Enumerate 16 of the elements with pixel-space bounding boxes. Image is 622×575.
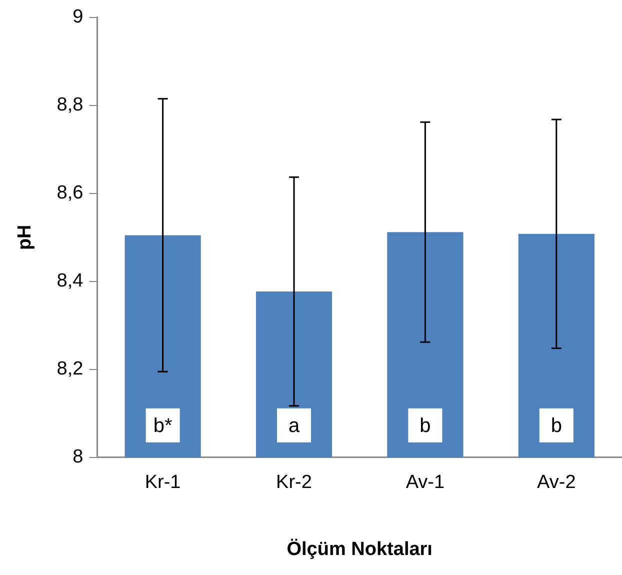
y-tick-label: 8 bbox=[72, 446, 84, 468]
y-tick-label: 8,6 bbox=[56, 182, 84, 204]
x-tick-label: Av-2 bbox=[537, 472, 576, 494]
y-tick-label: 8,2 bbox=[56, 358, 84, 380]
x-tick-label: Kr-2 bbox=[276, 472, 312, 494]
annotation: b bbox=[420, 414, 431, 437]
y-tick-label: 8,8 bbox=[56, 94, 84, 116]
x-axis-title: Ölçüm Noktaları bbox=[286, 538, 432, 560]
annotation: b bbox=[550, 414, 562, 437]
annotation: b* bbox=[153, 414, 172, 437]
y-axis-title: pH bbox=[14, 224, 36, 250]
y-tick-label: 8,4 bbox=[56, 270, 84, 292]
y-tick-label: 9 bbox=[72, 6, 84, 28]
x-tick-label: Av-1 bbox=[406, 472, 445, 494]
annotation: a bbox=[288, 414, 300, 437]
x-tick-label: Kr-1 bbox=[144, 472, 181, 494]
